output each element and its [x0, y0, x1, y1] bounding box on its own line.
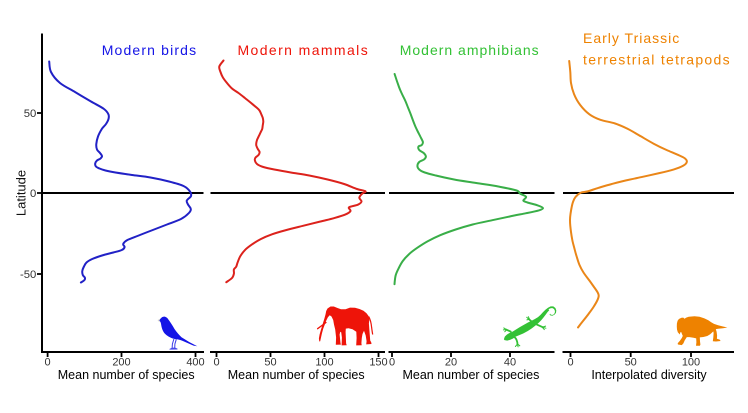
- svg-text:Modern mammals: Modern mammals: [237, 42, 369, 58]
- svg-text:0: 0: [567, 357, 573, 369]
- svg-text:200: 200: [112, 357, 130, 369]
- svg-text:Latitude: Latitude: [14, 170, 29, 216]
- svg-text:terrestrial tetrapods: terrestrial tetrapods: [583, 52, 731, 68]
- svg-text:400: 400: [186, 357, 204, 369]
- svg-text:50: 50: [264, 357, 276, 369]
- svg-text:Mean number of species: Mean number of species: [58, 368, 195, 382]
- svg-text:20: 20: [445, 357, 457, 369]
- svg-text:100: 100: [682, 357, 700, 369]
- svg-text:50: 50: [24, 108, 37, 120]
- svg-text:40: 40: [504, 357, 516, 369]
- svg-text:50: 50: [625, 357, 637, 369]
- svg-text:Mean number of species: Mean number of species: [402, 368, 539, 382]
- svg-text:100: 100: [315, 357, 333, 369]
- svg-text:0: 0: [45, 357, 51, 369]
- svg-text:150: 150: [369, 357, 387, 369]
- svg-text:0: 0: [389, 357, 395, 369]
- svg-text:Early Triassic: Early Triassic: [583, 30, 680, 46]
- svg-text:Modern birds: Modern birds: [102, 42, 198, 58]
- svg-text:Mean number of species: Mean number of species: [228, 368, 365, 382]
- svg-text:Modern amphibians: Modern amphibians: [400, 42, 540, 58]
- svg-text:0: 0: [213, 357, 219, 369]
- svg-text:0: 0: [30, 188, 36, 200]
- svg-text:-50: -50: [20, 269, 36, 281]
- svg-text:Interpolated diversity: Interpolated diversity: [591, 368, 707, 382]
